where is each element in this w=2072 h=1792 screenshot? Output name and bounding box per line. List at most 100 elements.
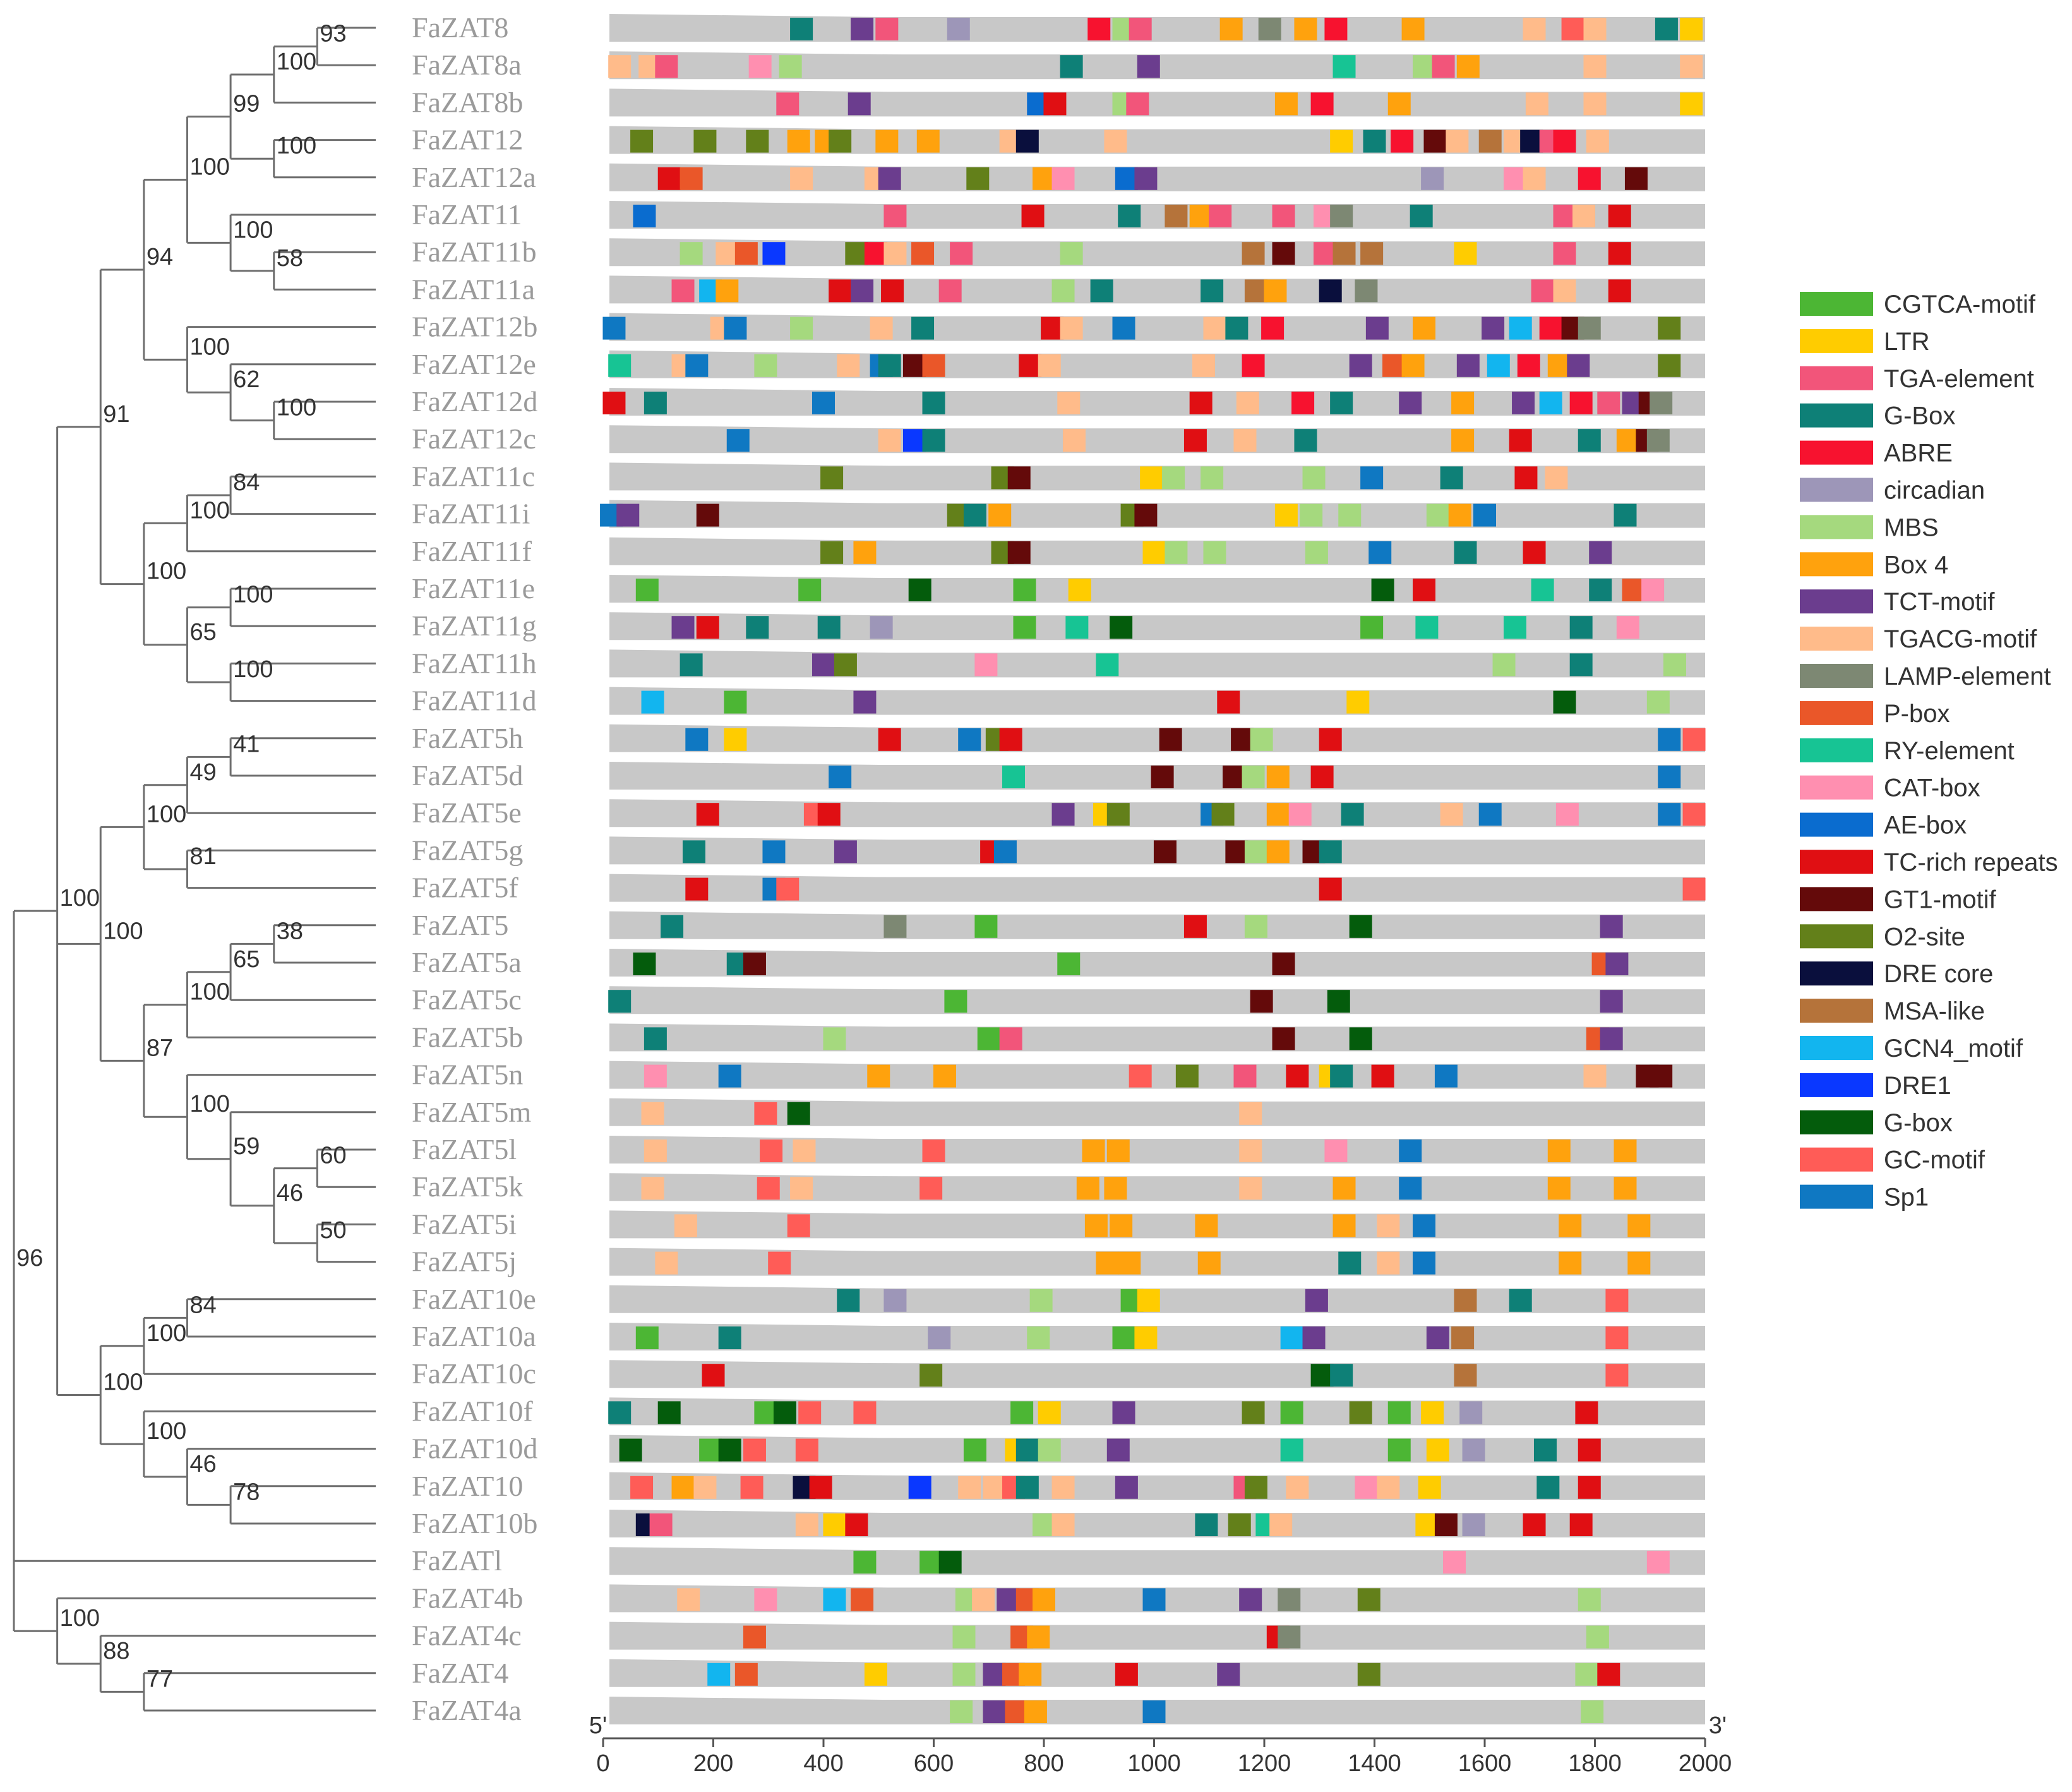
motif-ltr xyxy=(1068,579,1091,601)
taxon-label: FaZAT5h xyxy=(412,722,523,754)
motif-o2-site xyxy=(1106,803,1130,826)
motif-cgtca-motif xyxy=(944,990,967,1013)
motif-tgacg-motif xyxy=(644,1140,667,1162)
bootstrap-value: 100 xyxy=(189,1091,229,1117)
legend-label: Sp1 xyxy=(1884,1184,1929,1212)
motif-tga-element xyxy=(938,279,962,303)
motif-box-4 xyxy=(1456,55,1480,78)
motif-ltr xyxy=(1415,1513,1439,1536)
promoter-bar-body xyxy=(609,1026,1705,1051)
motif-tc-rich-repeats xyxy=(696,803,719,826)
motif-tc-rich-repeats xyxy=(1578,1476,1601,1499)
legend-swatch xyxy=(1800,552,1873,577)
legend-swatch xyxy=(1800,775,1873,800)
axis-tick-label: 0 xyxy=(596,1750,609,1777)
motif-o2-site xyxy=(1357,1663,1380,1686)
legend-swatch xyxy=(1800,1073,1873,1097)
motif-tct-motif xyxy=(1115,1476,1138,1499)
legend-swatch xyxy=(1800,924,1873,949)
motif-box-4 xyxy=(1266,840,1290,863)
motif-tc-rich-repeats xyxy=(1413,579,1436,601)
motif-mbs xyxy=(1663,653,1687,677)
motif-sp1 xyxy=(1413,1214,1436,1237)
motif-box-4 xyxy=(875,129,899,153)
motif-box-4 xyxy=(1033,1588,1055,1611)
motif-sp1 xyxy=(1478,803,1502,826)
motif-g-box xyxy=(963,503,986,527)
motif-sp1 xyxy=(602,316,626,340)
legend-label: LAMP-element xyxy=(1884,663,2051,690)
legend-swatch xyxy=(1800,627,1873,651)
motif-tgacg-motif xyxy=(1680,55,1703,78)
bootstrap-value: 62 xyxy=(233,366,260,393)
motif-ry-element xyxy=(608,354,632,377)
motif-box-4 xyxy=(671,1476,695,1499)
taxon-label: FaZAT5a xyxy=(412,946,522,978)
motif-tc-rich-repeats xyxy=(1183,915,1207,938)
motif-cat-box xyxy=(1355,1476,1378,1499)
motif-cat-box xyxy=(1051,167,1075,190)
motif-tc-rich-repeats xyxy=(1597,1663,1620,1686)
motif-cgtca-motif xyxy=(1387,1401,1411,1424)
motif-g-box xyxy=(1015,1438,1039,1462)
motif-tgacg-motif xyxy=(1525,92,1548,116)
motif-gt1-motif xyxy=(696,503,719,527)
motif-g-box xyxy=(1201,279,1224,303)
motif-cgtca-motif xyxy=(853,1551,877,1574)
motif-box-4 xyxy=(1547,1177,1571,1200)
motif-mbs xyxy=(1646,690,1670,714)
motif-p-box xyxy=(851,1588,874,1611)
motif-g-box xyxy=(661,915,684,938)
motif-ltr xyxy=(1134,1326,1158,1349)
legend-label: AE-box xyxy=(1884,812,1967,839)
bootstrap-value: 100 xyxy=(103,918,143,944)
legend-swatch xyxy=(1800,812,1873,837)
promoter-bar-body xyxy=(609,1363,1705,1388)
motif-sp1 xyxy=(1658,803,1681,826)
motif-tc-rich-repeats xyxy=(1523,541,1546,564)
motif-gt1-motif xyxy=(1007,466,1031,490)
motif-cgtca-motif xyxy=(919,1551,943,1574)
motif-mbs xyxy=(1038,1438,1061,1462)
motif-tgacg-motif xyxy=(983,1476,1006,1499)
motif-tgacg-motif xyxy=(1104,129,1127,153)
motif-sp1 xyxy=(1399,1140,1422,1162)
motif-tgacg-motif xyxy=(795,1513,818,1536)
motif-g-box xyxy=(1655,18,1678,40)
motif-ry-element xyxy=(1065,616,1089,639)
motif-mbs xyxy=(1578,1588,1601,1611)
motif-tc-rich-repeats xyxy=(1371,1064,1394,1088)
motif-lamp-element xyxy=(1355,279,1378,303)
promoter-bar-body xyxy=(609,1438,1705,1462)
motif-mbs xyxy=(1575,1663,1598,1686)
motif-tga-element xyxy=(649,1513,673,1536)
axis-tick-label: 200 xyxy=(693,1750,733,1777)
motif-gc-motif xyxy=(1682,728,1706,751)
axis-tick-label: 1400 xyxy=(1348,1750,1401,1777)
motif-ltr xyxy=(1680,92,1703,116)
promoter-bar-body xyxy=(609,1475,1705,1500)
motif-gt1-motif xyxy=(1223,766,1246,788)
motif-tc-rich-repeats xyxy=(685,877,709,901)
taxon-labels: FaZAT8 FaZAT8a FaZAT8b FaZAT12 FaZAT12a FaZAT… xyxy=(412,11,537,1726)
motif-sp1 xyxy=(718,1064,741,1088)
motif-box-4 xyxy=(1616,429,1639,452)
motif-tc-rich-repeats xyxy=(1183,429,1207,452)
motif-gc-motif xyxy=(768,1251,791,1275)
motif-cat-box xyxy=(754,1588,777,1611)
axis-tick-label: 600 xyxy=(914,1750,954,1777)
motif-g-box xyxy=(657,1401,681,1424)
motif-gt1-motif xyxy=(1624,167,1648,190)
legend-swatch xyxy=(1800,961,1873,986)
motif-box-4 xyxy=(1627,1214,1651,1237)
legend-label: GC-motif xyxy=(1884,1146,1985,1174)
motif-sp1 xyxy=(1368,541,1392,564)
motif-gcn4-motif xyxy=(707,1663,731,1686)
motif-tgacg-motif xyxy=(793,1140,816,1162)
motif-box-4 xyxy=(1614,1140,1637,1162)
taxon-label: FaZAT5g xyxy=(412,834,523,866)
motif-tga-element xyxy=(875,18,899,40)
legend-swatch xyxy=(1800,589,1873,614)
motif-abre xyxy=(1310,92,1334,116)
motif-tct-motif xyxy=(1512,392,1535,414)
